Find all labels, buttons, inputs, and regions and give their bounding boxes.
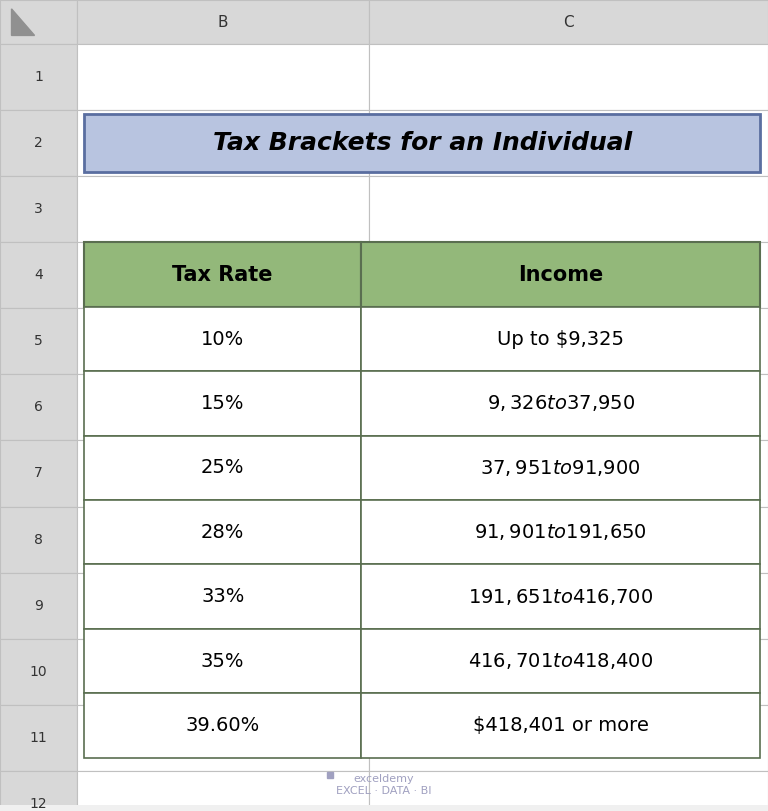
Bar <box>361 564 760 629</box>
Bar <box>369 308 768 375</box>
Bar <box>0 110 77 176</box>
Bar <box>0 0 77 45</box>
Bar <box>0 176 77 242</box>
Text: $418,401 or more: $418,401 or more <box>472 716 649 735</box>
Bar <box>77 110 369 176</box>
Text: 3: 3 <box>34 203 43 217</box>
Text: 25%: 25% <box>201 458 244 478</box>
Bar <box>77 573 369 638</box>
Bar <box>361 242 760 307</box>
Bar <box>369 110 768 176</box>
Text: 15%: 15% <box>201 394 244 413</box>
Text: Up to $9,325: Up to $9,325 <box>497 329 624 349</box>
Bar <box>77 0 369 45</box>
Bar <box>0 770 77 811</box>
Text: Tax Rate: Tax Rate <box>173 264 273 285</box>
Text: C: C <box>563 15 574 30</box>
Bar <box>77 375 369 440</box>
Text: 39.60%: 39.60% <box>186 716 260 735</box>
Bar <box>84 564 361 629</box>
Bar <box>369 440 768 507</box>
Text: $191,651 to $416,700: $191,651 to $416,700 <box>468 586 654 607</box>
Bar <box>0 45 77 110</box>
Bar <box>84 371 361 436</box>
Bar <box>369 705 768 770</box>
Bar <box>369 507 768 573</box>
Text: 28%: 28% <box>201 523 244 542</box>
Polygon shape <box>12 9 35 36</box>
Bar <box>369 638 768 705</box>
Bar <box>369 770 768 811</box>
Bar <box>361 436 760 500</box>
Text: 1: 1 <box>34 71 43 84</box>
Text: 7: 7 <box>34 466 43 480</box>
Bar <box>361 693 760 757</box>
Text: 35%: 35% <box>201 651 244 671</box>
Bar <box>77 705 369 770</box>
Bar <box>84 436 361 500</box>
Bar <box>77 308 369 375</box>
Bar <box>361 629 760 693</box>
Bar <box>0 375 77 440</box>
Text: 11: 11 <box>29 731 48 744</box>
Bar <box>77 440 369 507</box>
Bar <box>0 242 77 308</box>
Bar <box>84 114 760 172</box>
Bar <box>77 242 369 308</box>
Text: 10%: 10% <box>201 329 244 349</box>
Text: B: B <box>217 15 228 30</box>
Bar <box>77 770 369 811</box>
Text: 5: 5 <box>34 334 43 349</box>
Bar <box>77 45 369 110</box>
Bar <box>369 573 768 638</box>
Bar <box>84 629 361 693</box>
Bar <box>84 242 361 307</box>
Bar <box>84 693 361 757</box>
Bar <box>369 45 768 110</box>
Bar <box>369 242 768 308</box>
Text: 10: 10 <box>30 664 47 679</box>
Bar <box>369 176 768 242</box>
Bar <box>0 308 77 375</box>
Bar <box>0 440 77 507</box>
Text: Tax Brackets for an Individual: Tax Brackets for an Individual <box>213 131 632 156</box>
Bar <box>84 307 361 371</box>
Text: $91,901 to $191,650: $91,901 to $191,650 <box>474 522 647 543</box>
Text: 9: 9 <box>34 599 43 612</box>
Text: $9,326 to $37,950: $9,326 to $37,950 <box>487 393 634 414</box>
Text: 2: 2 <box>34 136 43 150</box>
Bar <box>84 500 361 564</box>
Bar <box>361 307 760 371</box>
Text: 12: 12 <box>30 796 47 811</box>
Bar <box>361 371 760 436</box>
Bar <box>0 507 77 573</box>
Text: $416,701 to $418,400: $416,701 to $418,400 <box>468 651 654 672</box>
Text: exceldemy
EXCEL · DATA · BI: exceldemy EXCEL · DATA · BI <box>336 775 432 796</box>
Bar <box>369 0 768 45</box>
Text: 6: 6 <box>34 401 43 414</box>
Text: $37,951 to $91,900: $37,951 to $91,900 <box>481 458 641 478</box>
Bar <box>361 500 760 564</box>
Bar <box>369 375 768 440</box>
Bar <box>77 638 369 705</box>
Bar <box>0 705 77 770</box>
Bar <box>0 638 77 705</box>
Bar <box>0 0 77 45</box>
Text: 33%: 33% <box>201 587 244 606</box>
Text: 8: 8 <box>34 533 43 547</box>
Text: Income: Income <box>518 264 604 285</box>
Text: 4: 4 <box>34 268 43 282</box>
Bar <box>77 507 369 573</box>
Bar <box>77 176 369 242</box>
Bar <box>0 573 77 638</box>
